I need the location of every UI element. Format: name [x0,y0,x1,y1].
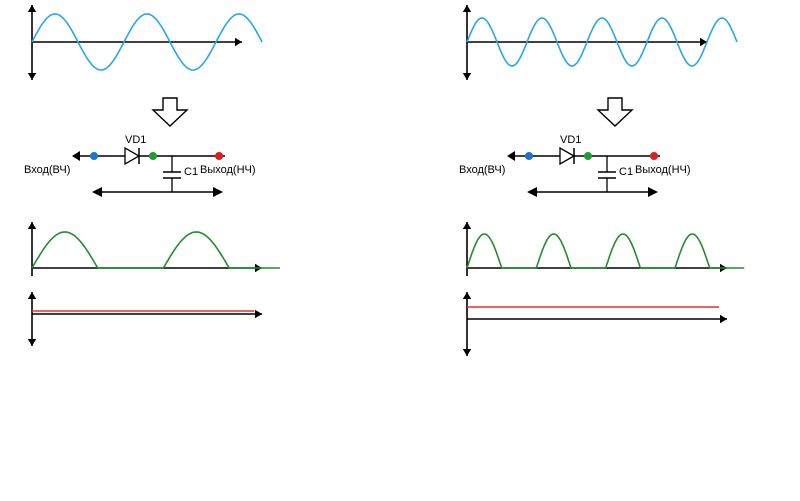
right-in-label: Вход(ВЧ) [459,164,505,176]
right-diode-label: VD1 [560,134,581,146]
right-input-sine [455,0,775,90]
left-dc-output [20,289,320,354]
left-down-arrow [20,96,320,130]
left-diode-label: VD1 [125,134,146,146]
right-dc-output [455,289,775,364]
right-cap-label: C1 [619,166,633,178]
left-column: Вход(ВЧ) Выход(НЧ) VD1 C1 [20,0,320,360]
left-cap-label: C1 [184,166,198,178]
right-circuit: Вход(ВЧ) Выход(НЧ) VD1 C1 [455,134,775,212]
right-dc-svg [455,289,745,359]
left-rectified [20,218,320,283]
down-arrow-icon [150,96,190,130]
right-rectified [455,218,775,283]
right-sine-svg [455,0,745,85]
down-arrow-icon [595,96,635,130]
left-circuit: Вход(ВЧ) Выход(НЧ) VD1 C1 [20,134,320,212]
left-dc-svg [20,289,280,349]
left-sine-svg [20,0,280,85]
right-rect-svg [455,218,745,278]
right-column: Вход(ВЧ) Выход(НЧ) VD1 C1 [455,0,775,370]
left-rect-svg [20,218,280,278]
left-in-label: Вход(ВЧ) [24,164,70,176]
left-out-label: Выход(НЧ) [200,164,256,176]
right-out-label: Выход(НЧ) [635,164,691,176]
left-input-sine [20,0,320,90]
right-down-arrow [455,96,775,130]
